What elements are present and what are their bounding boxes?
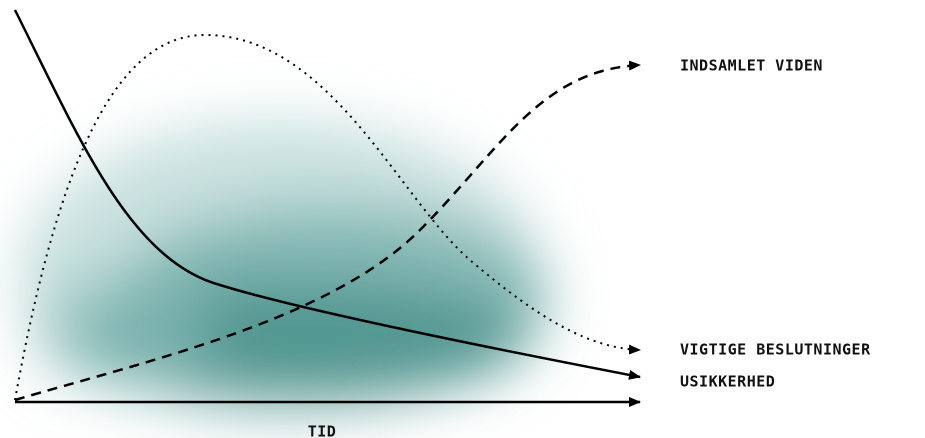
- diagram: INDSAMLET VIDEN VIGTIGE BESLUTNINGER USI…: [0, 0, 925, 438]
- x-axis-label: TID: [308, 423, 337, 438]
- knowledge-label: INDSAMLET VIDEN: [680, 57, 823, 75]
- decisions-label: VIGTIGE BESLUTNINGER: [680, 341, 871, 359]
- uncertainty-label: USIKKERHED: [680, 373, 775, 391]
